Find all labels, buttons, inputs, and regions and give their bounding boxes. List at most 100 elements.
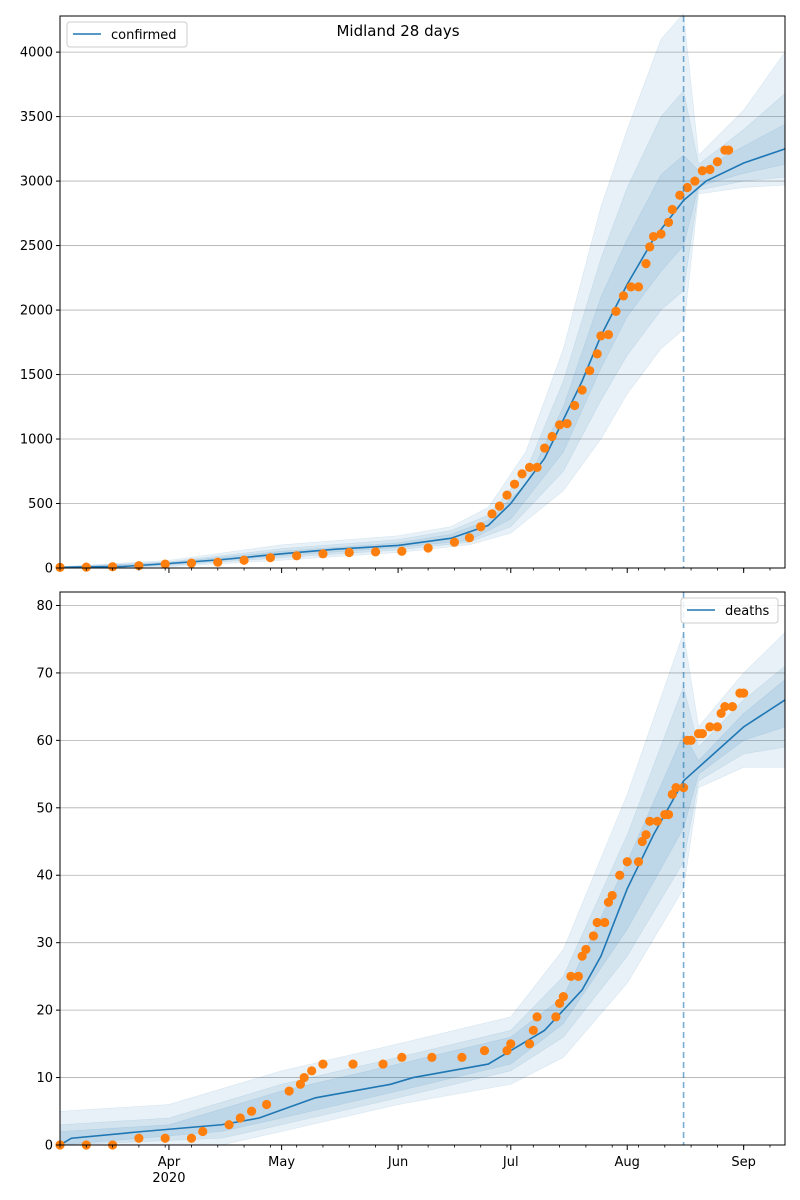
chart-title: Midland 28 days [336,22,459,40]
observed-point [224,1120,234,1130]
observed-point [487,509,497,519]
observed-point [611,306,621,316]
observed-point [712,157,722,167]
observed-point [596,331,606,341]
observed-point [675,190,685,200]
observed-point [107,562,118,572]
observed-point [603,329,614,340]
observed-point [663,217,674,227]
observed-point [160,1133,170,1143]
y-tick-label: 70 [36,666,53,681]
observed-point [494,501,505,511]
observed-point [697,729,707,739]
y-tick-label: 0 [45,562,53,577]
observed-point [645,816,655,826]
observed-point [577,385,587,395]
observed-point [344,547,354,558]
legend-label-confirmed: confirmed [111,28,177,43]
observed-point [502,490,512,500]
y-tick-label: 2500 [20,239,53,254]
observed-point [562,418,572,429]
observed-point [397,546,407,556]
x-axis-confirmed [59,568,771,573]
observed-point [348,1059,358,1069]
legend-confirmed: confirmed [66,21,188,48]
observed-point [262,1099,272,1110]
observed-point [663,809,674,820]
observed-point [645,242,655,252]
y-tick-label: 40 [36,869,53,884]
observed-point [716,708,726,718]
y-tick-label: 50 [36,801,53,816]
y-tick-label: 1500 [20,368,53,383]
y-tick-label: 2000 [20,304,53,319]
y-tick-label: 4000 [20,46,53,61]
observed-point [134,1133,144,1143]
observed-point [633,857,644,867]
observed-point [539,443,550,453]
observed-point [705,722,715,732]
x-tick-label: May [268,1155,295,1170]
x-axis-deaths: Apr May Jun Jul Aug Sep 2020 [59,1145,771,1186]
deaths-panel: 0 10 20 30 40 50 60 70 80 Apr May Jun Jul Aug Sep 2020… [36,591,786,1186]
observed-point [720,702,730,712]
observed-point [160,559,170,569]
observed-point [318,549,328,559]
observed-point [600,917,610,928]
observed-point [457,1052,467,1062]
observed-point [626,282,636,292]
y-tick-label: 0 [45,1139,53,1154]
y-tick-label: 3000 [20,175,53,190]
observed-point [671,782,681,793]
observed-point [570,400,580,411]
observed-point [198,1126,208,1137]
observed-point [532,462,542,473]
observed-point [618,291,629,301]
observed-point [603,897,614,907]
observed-point [633,282,644,292]
observed-point [667,789,677,799]
observed-point [641,259,651,269]
observed-point [299,1072,309,1083]
axes-frame-deaths [59,591,786,1146]
observed-point [607,890,617,901]
x-tick-label: Jun [387,1155,408,1170]
observed-point [622,857,632,867]
observed-point [697,166,707,176]
x-tick-label: Aug [615,1155,640,1170]
observed-point [585,366,595,376]
plot-area-confirmed [60,16,785,568]
observed-point [712,722,722,732]
observed-point [690,176,700,186]
x-tick-label: Sep [731,1155,756,1170]
y-tick-label: 30 [36,936,53,951]
observed-point [524,1039,535,1049]
y-tick-label: 10 [36,1071,53,1086]
observed-point [239,555,249,565]
observed-point [464,533,475,543]
observed-point [81,562,91,572]
observed-point [581,944,591,955]
observed-point [528,1025,538,1035]
x-year-label: 2020 [152,1171,185,1186]
observed-points-deaths [55,688,749,1150]
observed-point [547,431,557,442]
observed-point [509,479,520,489]
observed-point [573,971,583,982]
observed-point [641,830,651,840]
legend-deaths: deaths [680,597,779,624]
observed-point [479,1045,490,1056]
y-axis-confirmed: 0 500 1000 1500 2000 2500 3000 3500 4000 [20,46,60,577]
observed-point [235,1113,245,1123]
observed-point [592,917,602,928]
observed-point [378,1059,388,1069]
observed-point [397,1052,407,1062]
observed-point [682,182,692,193]
observed-point [566,971,576,982]
y-tick-label: 500 [28,497,53,512]
plot-area-deaths [60,592,785,1145]
observed-point [615,870,625,880]
axes-frame-confirmed [59,15,786,569]
observed-point [213,557,223,567]
